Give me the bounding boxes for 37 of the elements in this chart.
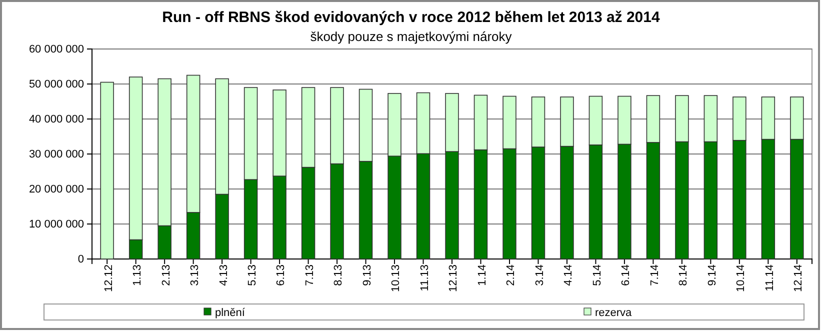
y-tick-label: 50 000 000 <box>28 78 84 91</box>
bar <box>100 82 114 260</box>
x-tick-label: 10.14 <box>735 264 748 292</box>
x-tick-label: 10.13 <box>390 264 402 292</box>
x-tick-label: 9.13 <box>361 264 374 286</box>
x-tick-label: 12.13 <box>448 264 460 292</box>
y-tick-label: 60 000 000 <box>28 44 84 56</box>
x-tick-label: 1.14 <box>476 264 488 286</box>
x-tick-label: 2.13 <box>160 264 172 286</box>
y-tick-label: 0 <box>78 254 84 266</box>
y-tick-label: 20 000 000 <box>28 184 84 196</box>
x-tick-label: 4.14 <box>562 264 575 286</box>
x-tick-label: 5.14 <box>591 264 604 286</box>
x-tick-label: 4.13 <box>218 264 230 286</box>
x-tick-label: 12.14 <box>792 264 805 292</box>
chart-subtitle: škody pouze s majetkovými nároky <box>310 29 512 44</box>
x-tick-label: 3.13 <box>189 264 202 286</box>
x-tick-label: 5.13 <box>246 264 258 286</box>
x-tick-label: 11.13 <box>418 264 431 292</box>
x-tick-label: 6.13 <box>275 264 288 286</box>
x-tick-label: 8.13 <box>332 264 345 286</box>
x-tick-label: 7.13 <box>304 264 316 286</box>
y-tick-label: 40 000 000 <box>28 114 84 126</box>
legend-label: plnění <box>215 307 246 319</box>
y-tick-label: 10 000 000 <box>28 218 84 231</box>
x-tick-label: 8.14 <box>678 264 690 286</box>
x-tick-label: 2.14 <box>505 264 518 286</box>
x-tick-label: 3.14 <box>534 264 546 286</box>
x-tick-label: 1.13 <box>132 264 144 286</box>
chart-title: Run - off RBNS škod evidovaných v roce 2012 během let 2013 až 2014 <box>162 9 660 26</box>
x-tick-label: 7.14 <box>648 264 661 286</box>
x-tick-label: 12.12 <box>102 264 115 292</box>
x-tick-label: 6.14 <box>620 264 632 286</box>
x-tick-label: 11.14 <box>764 264 776 292</box>
legend-label: rezerva <box>595 307 633 319</box>
x-tick-label: 9.14 <box>706 264 718 286</box>
y-tick-label: 30 000 000 <box>28 148 84 161</box>
